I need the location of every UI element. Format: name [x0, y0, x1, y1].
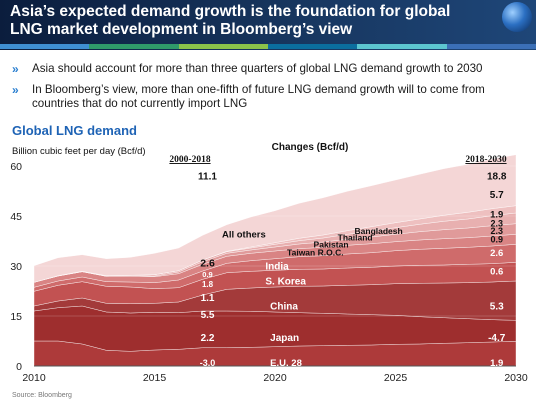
- series-label: China: [270, 302, 298, 313]
- series-label: Taiwan R.O.C.: [287, 248, 344, 258]
- bullet-item: » In Bloomberg’s view, more than one-fif…: [12, 83, 527, 112]
- change-label-2000-2018: 1.1: [201, 293, 215, 304]
- change-label-2000-2018: 5.5: [201, 310, 215, 321]
- bullet-chevron-icon: »: [12, 82, 19, 97]
- change-label-2018-2030: 0.6: [490, 266, 503, 277]
- left-period-label: 2000-2018: [169, 155, 210, 165]
- bullet-chevron-icon: »: [12, 62, 19, 76]
- change-label-2018-2030: 5.7: [490, 190, 504, 201]
- x-tick-label: 2030: [504, 372, 528, 384]
- change-label-2018-2030: -4.7: [488, 333, 506, 344]
- changes-label: Changes (Bcf/d): [272, 142, 349, 153]
- accent-stripe-segment: [267, 44, 358, 49]
- change-label-2000-2018: 0.9: [202, 270, 212, 279]
- change-label-2018-2030: 5.3: [490, 302, 504, 313]
- change-label-2018-2030: 1.9: [490, 358, 503, 369]
- y-tick-label: 0: [16, 361, 22, 373]
- series-label: Pakistan: [314, 239, 349, 249]
- series-label: S. Korea: [265, 277, 306, 288]
- change-label-2000-2018: -3.0: [200, 358, 216, 368]
- bullet-text: Asia should account for more than three …: [32, 62, 483, 75]
- change-label-2018-2030: 2.3: [490, 218, 503, 228]
- change-label-2000-2018: 2.6: [200, 257, 215, 269]
- source-note: Source: Bloomberg: [12, 392, 72, 399]
- series-label: Japan: [270, 333, 299, 344]
- series-label: Thailand: [338, 233, 373, 243]
- y-tick-label: 15: [10, 311, 22, 323]
- accent-stripe-segment: [0, 44, 90, 49]
- series-label: Bangladesh: [355, 226, 403, 236]
- x-tick-label: 2025: [384, 372, 408, 384]
- y-tick-label: 30: [10, 261, 22, 273]
- x-tick-label: 2020: [263, 372, 287, 384]
- change-label-2018-2030: 0.9: [490, 234, 503, 244]
- series-label: India: [265, 262, 289, 273]
- change-label-2018-2030: 2.3: [490, 226, 503, 236]
- change-label-2018-2030: 18.8: [487, 172, 507, 183]
- accent-stripe: [0, 44, 536, 49]
- change-label-2018-2030: 1.9: [490, 210, 503, 221]
- area-all-others: [33, 154, 517, 283]
- bullet-text: In Bloomberg’s view, more than one-fifth…: [32, 82, 485, 111]
- x-tick-label: 2015: [143, 372, 167, 384]
- accent-stripe-segment: [446, 44, 536, 49]
- x-tick-label: 2010: [22, 372, 46, 384]
- bullet-list: » Asia should account for more than thre…: [12, 62, 527, 118]
- y-tick-label: 60: [10, 161, 22, 173]
- change-label-2000-2018: 2.2: [201, 333, 215, 344]
- y-tick-label: 45: [10, 211, 22, 223]
- change-label-2000-2018: 11.1: [198, 172, 217, 183]
- globe-icon: [502, 2, 532, 32]
- bullet-item: » Asia should account for more than thre…: [12, 62, 527, 77]
- change-label-2018-2030: 2.6: [490, 248, 503, 259]
- series-label: E.U. 28: [270, 358, 302, 369]
- series-label: All others: [222, 230, 266, 241]
- accent-stripe-segment: [357, 44, 447, 49]
- accent-stripe-segment: [178, 44, 268, 49]
- page-title: Asia’s expected demand growth is the fou…: [10, 3, 451, 38]
- change-label-2000-2018: 1.8: [202, 280, 214, 289]
- chart-section-title: Global LNG demand: [12, 123, 137, 138]
- right-period-label: 2018-2030: [465, 155, 506, 165]
- accent-stripe-segment: [89, 44, 179, 49]
- header-banner: Asia’s expected demand growth is the fou…: [0, 0, 536, 50]
- y-axis-label: Billion cubic feet per day (Bcf/d): [12, 146, 146, 157]
